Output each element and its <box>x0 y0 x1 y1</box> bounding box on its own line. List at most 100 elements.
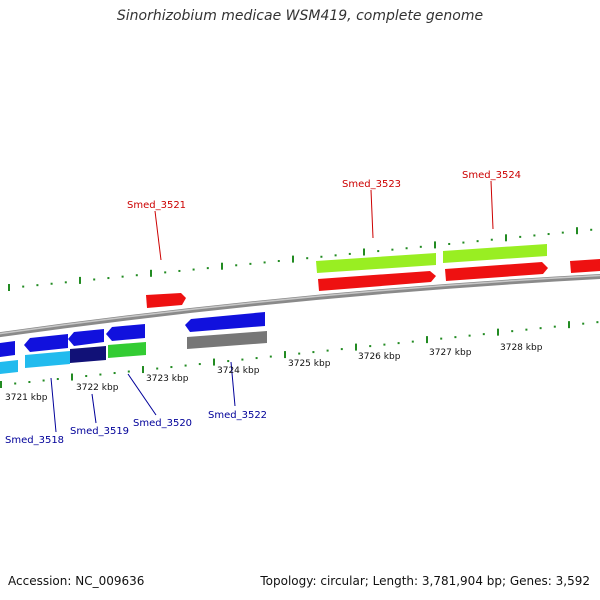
minor-tick <box>249 262 252 265</box>
gene-smed-3523-aux[interactable] <box>316 253 436 273</box>
minor-tick <box>482 333 485 336</box>
major-tick <box>426 336 428 344</box>
kbp-labels: 3721 kbp 3722 kbp 3723 kbp 3724 kbp 3725… <box>5 343 543 403</box>
minor-tick <box>298 352 301 355</box>
minor-tick <box>596 321 599 324</box>
major-tick <box>363 248 365 256</box>
minor-tick <box>14 382 17 385</box>
minor-tick <box>164 271 167 274</box>
kbp-label: 3721 kbp <box>5 393 48 403</box>
minor-tick <box>50 282 53 285</box>
minor-tick <box>56 378 59 381</box>
gene-label-reverse[interactable]: Smed_3520 <box>133 418 192 429</box>
major-tick <box>150 269 152 277</box>
kbp-label: 3722 kbp <box>76 383 119 393</box>
kbp-label: 3724 kbp <box>217 366 260 376</box>
gene-smed-3520-aux[interactable] <box>108 342 146 358</box>
minor-tick <box>440 337 443 340</box>
genome-backbone <box>0 274 600 338</box>
gene-smed-3517[interactable] <box>0 341 15 357</box>
minor-tick <box>93 278 96 281</box>
minor-tick <box>170 366 173 369</box>
accession-label: Accession: NC_009636 <box>8 574 145 588</box>
minor-tick <box>113 372 116 375</box>
gene-smed-3523[interactable] <box>318 271 436 291</box>
minor-tick <box>99 373 102 376</box>
gene-label-reverse[interactable]: Smed_3519 <box>70 426 129 437</box>
gene-label-forward[interactable]: Smed_3524 <box>462 170 521 181</box>
minor-tick <box>235 264 238 267</box>
minor-tick <box>553 325 556 328</box>
genome-backbone-highlight <box>0 274 600 335</box>
gene-label-reverse[interactable]: Smed_3518 <box>5 435 64 446</box>
minor-tick <box>198 363 201 366</box>
minor-tick <box>419 245 422 248</box>
minor-tick <box>533 234 536 237</box>
minor-tick <box>184 364 187 367</box>
minor-tick <box>36 284 39 287</box>
minor-tick <box>405 247 408 250</box>
minor-tick <box>582 322 585 325</box>
genome-title: Sinorhizobium medicae WSM419, complete g… <box>116 8 484 24</box>
gene-smed-3519[interactable] <box>68 329 104 346</box>
minor-tick <box>121 275 124 278</box>
minor-tick <box>448 242 451 245</box>
gene-smed-3517-aux[interactable] <box>0 360 18 374</box>
label-leaders <box>50 180 494 433</box>
minor-tick <box>192 268 195 271</box>
gene-smed-3524-aux[interactable] <box>443 244 547 263</box>
genome-stats: Topology: circular; Length: 3,781,904 bp… <box>260 574 590 588</box>
major-tick <box>505 234 507 242</box>
gene-smed-3522[interactable] <box>185 312 265 332</box>
major-tick <box>8 284 10 291</box>
minor-tick <box>369 345 372 348</box>
minor-tick <box>22 285 25 288</box>
minor-tick <box>277 260 280 263</box>
minor-tick <box>127 370 130 373</box>
minor-tick <box>107 277 110 280</box>
minor-tick <box>241 358 244 361</box>
kbp-label: 3728 kbp <box>500 343 543 353</box>
gene-label-forward[interactable]: Smed_3523 <box>342 179 401 190</box>
major-tick <box>0 381 2 388</box>
minor-tick <box>227 360 230 363</box>
major-tick <box>568 321 570 329</box>
minor-tick <box>269 355 272 358</box>
minor-tick <box>397 342 400 345</box>
gene-smed-3521[interactable] <box>146 293 186 308</box>
tick-layer <box>0 227 599 388</box>
gene-smed-3522-aux[interactable] <box>187 331 267 349</box>
kbp-label: 3726 kbp <box>358 352 401 362</box>
major-tick <box>576 227 578 235</box>
kbp-label: 3727 kbp <box>429 348 472 358</box>
minor-tick <box>539 327 542 330</box>
gene-label-reverse[interactable]: Smed_3522 <box>208 410 267 421</box>
kbp-label: 3725 kbp <box>288 359 331 369</box>
minor-tick <box>476 240 479 243</box>
gene-smed-3524[interactable] <box>445 262 548 281</box>
minor-tick <box>383 343 386 346</box>
minor-tick <box>312 351 315 354</box>
minor-tick <box>326 349 329 352</box>
minor-tick <box>340 348 343 351</box>
minor-tick <box>519 235 522 238</box>
minor-tick <box>525 328 528 331</box>
minor-tick <box>511 330 514 333</box>
major-tick <box>79 276 81 284</box>
gene-smed-3525[interactable] <box>570 259 600 273</box>
minor-tick <box>156 367 159 370</box>
minor-tick <box>135 274 138 277</box>
major-tick <box>497 328 499 336</box>
minor-tick <box>206 267 209 270</box>
minor-tick <box>462 241 465 244</box>
minor-tick <box>178 269 181 272</box>
minor-tick <box>28 381 31 384</box>
minor-tick <box>306 257 309 260</box>
minor-tick <box>590 228 593 231</box>
gene-label-forward[interactable]: Smed_3521 <box>127 200 186 211</box>
gene-smed-3518[interactable] <box>24 334 68 352</box>
gene-smed-3520[interactable] <box>106 324 145 341</box>
gene-smed-3518-aux[interactable] <box>25 351 70 368</box>
gene-smed-3519-aux[interactable] <box>70 346 106 363</box>
kbp-label: 3723 kbp <box>146 374 189 384</box>
